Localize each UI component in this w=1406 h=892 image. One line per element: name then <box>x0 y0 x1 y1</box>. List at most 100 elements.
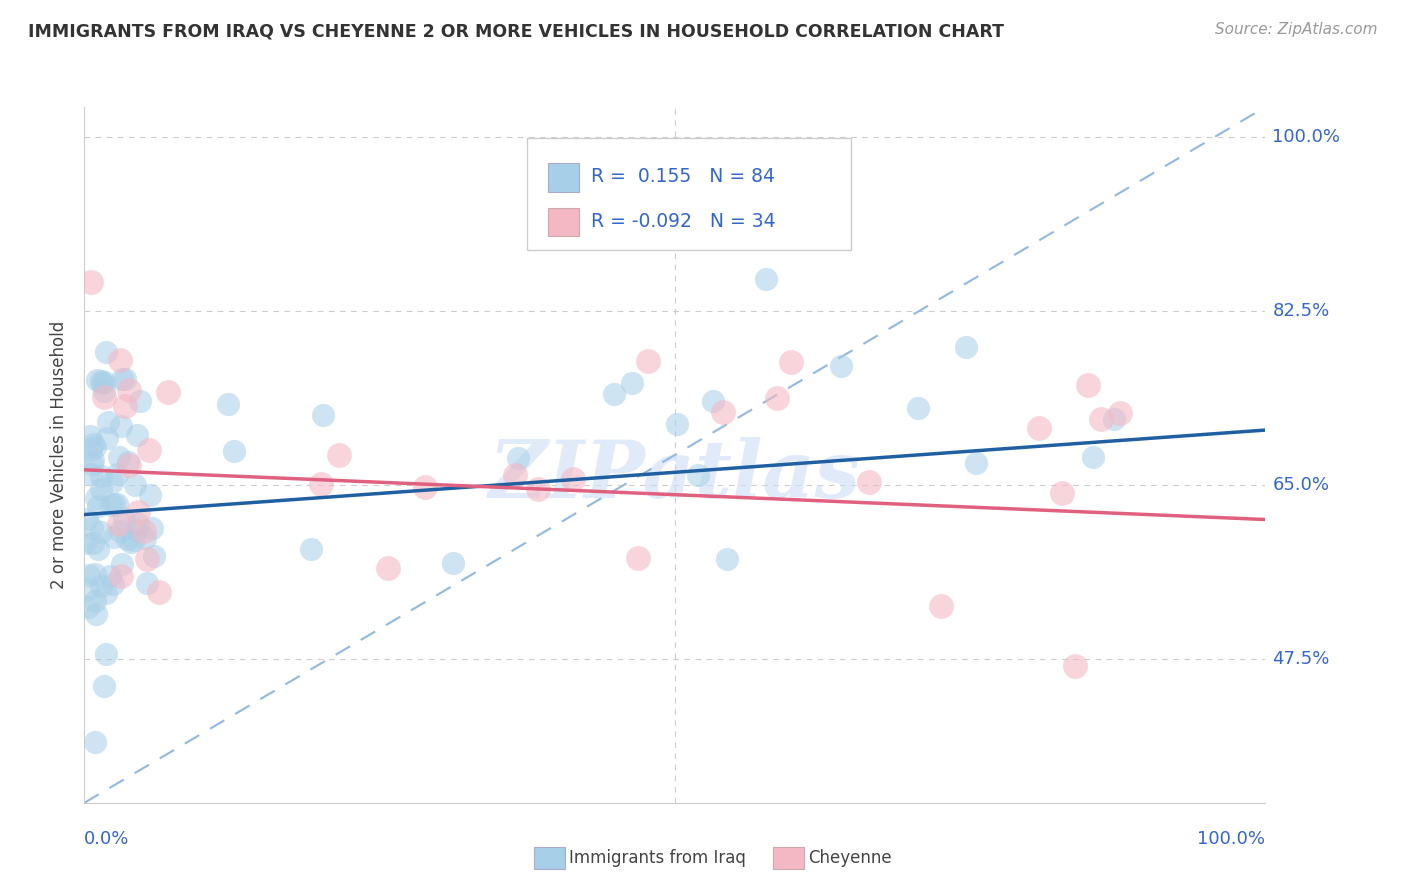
Point <box>125 428 148 442</box>
Point <box>77 568 100 582</box>
Point <box>83 593 105 607</box>
Point <box>115 533 138 547</box>
Point <box>858 475 880 490</box>
Point <box>84 735 107 749</box>
Point <box>141 520 163 534</box>
Point <box>766 391 789 405</box>
Point <box>120 535 142 549</box>
Point <box>76 512 98 526</box>
Point <box>82 452 104 467</box>
Point <box>118 383 141 397</box>
Point <box>84 491 107 505</box>
Point <box>93 390 115 404</box>
Text: 82.5%: 82.5% <box>1272 301 1330 320</box>
Point <box>90 525 112 540</box>
Point <box>77 582 100 596</box>
Point <box>84 607 107 621</box>
Text: R =  0.155   N = 84: R = 0.155 N = 84 <box>591 167 775 186</box>
Point <box>84 440 107 454</box>
Point <box>103 497 125 511</box>
Point <box>929 599 952 614</box>
Point <box>101 577 124 591</box>
Point <box>136 552 159 566</box>
Point <box>1109 406 1132 420</box>
Point <box>118 458 141 472</box>
Point <box>503 468 526 483</box>
Point <box>82 437 104 451</box>
Point <box>98 569 121 583</box>
Y-axis label: 2 or more Vehicles in Household: 2 or more Vehicles in Household <box>51 321 69 589</box>
Point <box>603 386 626 401</box>
Text: Immigrants from Iraq: Immigrants from Iraq <box>569 849 747 867</box>
Point <box>627 551 650 566</box>
Point <box>93 375 115 389</box>
Point <box>441 556 464 570</box>
Point <box>134 531 156 545</box>
Point <box>562 472 585 486</box>
Text: 65.0%: 65.0% <box>1272 475 1330 494</box>
Point <box>830 359 852 373</box>
Point <box>96 431 118 445</box>
Point <box>134 524 156 538</box>
Point <box>79 429 101 443</box>
Point <box>142 549 165 563</box>
Point <box>506 450 529 465</box>
Point <box>129 394 152 409</box>
Point <box>1076 377 1098 392</box>
Point <box>90 579 112 593</box>
Point <box>222 444 245 458</box>
Point <box>702 393 724 408</box>
Point <box>94 648 117 662</box>
Point <box>328 448 350 462</box>
Point <box>124 478 146 492</box>
Point <box>114 399 136 413</box>
Point <box>105 467 128 481</box>
Point <box>91 376 114 391</box>
Point <box>77 600 100 615</box>
Point <box>413 480 436 494</box>
Point <box>716 551 738 566</box>
Point <box>108 450 131 464</box>
Point <box>112 512 135 526</box>
Point <box>93 384 115 398</box>
Point <box>311 408 333 422</box>
Point <box>1102 412 1125 426</box>
Point <box>117 455 139 469</box>
Text: R = -0.092   N = 34: R = -0.092 N = 34 <box>591 211 775 231</box>
Point <box>1081 450 1104 465</box>
Point <box>110 524 132 538</box>
Text: 0.0%: 0.0% <box>84 830 129 847</box>
Point <box>1090 412 1112 426</box>
Point <box>309 477 332 491</box>
Point <box>299 541 322 556</box>
Point <box>110 569 132 583</box>
Point <box>90 374 112 388</box>
Point <box>377 561 399 575</box>
Point <box>148 585 170 599</box>
Text: 47.5%: 47.5% <box>1272 649 1330 668</box>
Point <box>80 467 103 482</box>
Point <box>86 500 108 514</box>
Point <box>93 679 115 693</box>
Point <box>100 498 122 512</box>
Point <box>1028 421 1050 435</box>
Point <box>135 576 157 591</box>
Point <box>94 345 117 359</box>
Point <box>105 497 128 511</box>
Point <box>620 376 643 390</box>
Point <box>108 353 131 368</box>
Point <box>755 272 778 286</box>
Text: 100.0%: 100.0% <box>1198 830 1265 847</box>
Point <box>100 475 122 489</box>
Point <box>217 397 239 411</box>
Point <box>965 456 987 470</box>
Point <box>103 530 125 544</box>
Point <box>1064 658 1087 673</box>
Point <box>1050 486 1073 500</box>
Point <box>637 354 659 368</box>
Point <box>114 372 136 386</box>
Point <box>108 517 131 532</box>
Point <box>111 557 134 571</box>
Point <box>780 354 803 368</box>
Point <box>82 536 104 550</box>
